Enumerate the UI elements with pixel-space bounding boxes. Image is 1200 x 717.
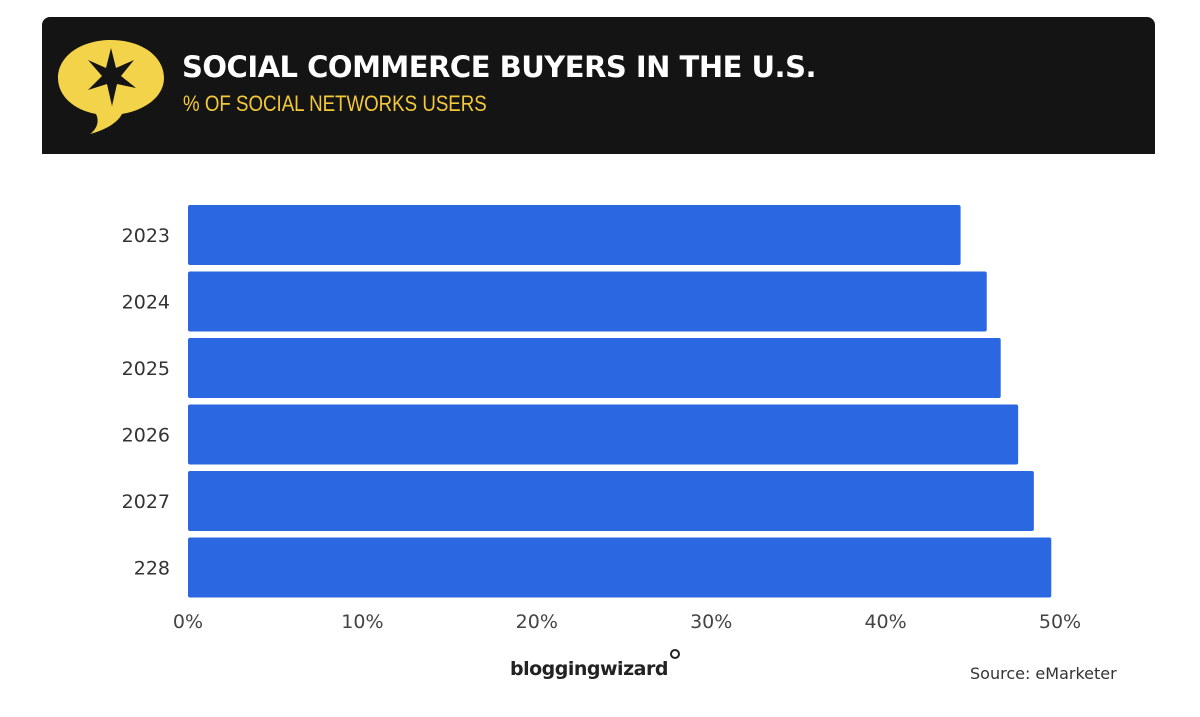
chart-title: SOCIAL COMMERCE BUYERS IN THE U.S. — [182, 50, 816, 84]
bar-2025 — [188, 338, 1001, 398]
star-speech-bubble-icon — [58, 40, 164, 134]
bar-2024 — [188, 271, 987, 332]
chart-header — [42, 17, 1155, 154]
x-tick-label: 40% — [864, 611, 906, 633]
x-tick-label: 50% — [1039, 611, 1081, 633]
y-tick-label: 2027 — [122, 491, 170, 513]
x-tick-label: 10% — [341, 611, 383, 633]
chart-subtitle: % OF SOCIAL NETWORKS USERS — [183, 91, 487, 116]
y-tick-label: 2024 — [122, 292, 170, 314]
bar-chart: 2023 2024 2025 2026 2027 228 0% 10% 20% 30% 40% 50% — [122, 205, 1081, 633]
x-tick-label: 30% — [690, 611, 732, 633]
brand-logo: bloggingwizard — [510, 658, 668, 680]
x-tick-label: 20% — [516, 611, 558, 633]
bar-2026 — [188, 404, 1019, 465]
y-tick-label: 2026 — [122, 425, 170, 447]
y-tick-label: 2023 — [122, 225, 170, 247]
brand-logo-dot — [670, 649, 680, 659]
y-tick-label: 2025 — [122, 358, 170, 380]
source-note: Source: eMarketer — [970, 664, 1117, 683]
y-tick-label: 228 — [134, 558, 170, 580]
bar-2027 — [188, 471, 1034, 531]
bar-2023 — [188, 205, 961, 265]
bar-228 — [188, 537, 1052, 598]
x-tick-label: 0% — [173, 611, 203, 633]
